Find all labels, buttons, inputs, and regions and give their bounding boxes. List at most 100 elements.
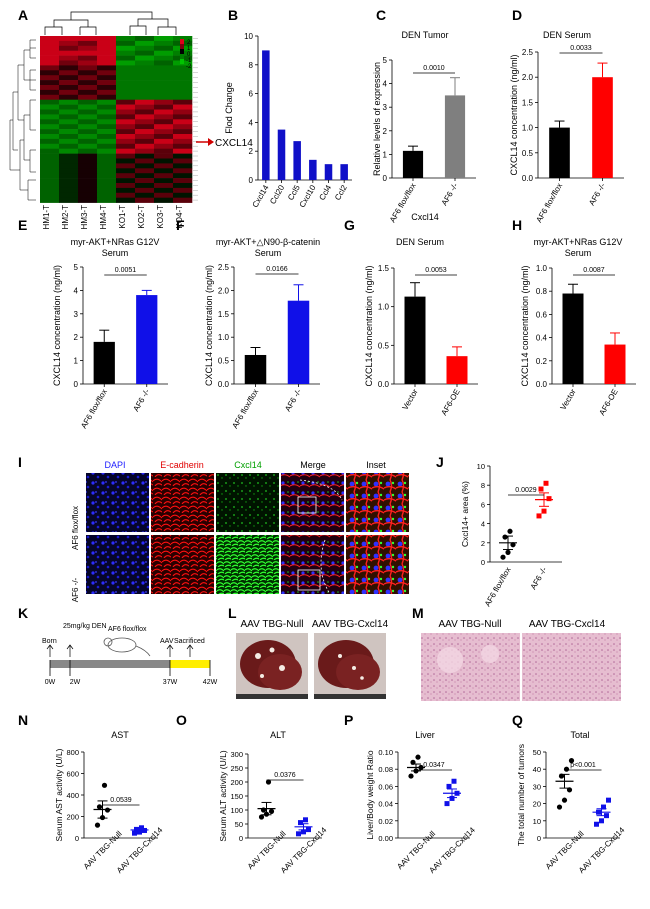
heatmap-cell bbox=[78, 75, 98, 81]
heatmap-cell bbox=[116, 85, 136, 91]
heatmap-cell bbox=[154, 148, 174, 154]
heatmap-cell bbox=[173, 158, 193, 164]
heatmap-cell bbox=[116, 134, 136, 140]
data-point bbox=[606, 797, 611, 803]
y-tick-label: 0.6 bbox=[536, 310, 548, 319]
data-point bbox=[507, 528, 513, 534]
heatmap-cell bbox=[116, 75, 136, 81]
heatmap-cell bbox=[173, 124, 193, 130]
heatmap-cell bbox=[97, 109, 117, 115]
heatmap-cell bbox=[59, 60, 79, 66]
heatmap-cell bbox=[154, 89, 174, 96]
heatmap-cell bbox=[78, 99, 98, 105]
heatmap-cell bbox=[116, 163, 136, 169]
y-tick-label: 0 bbox=[383, 174, 388, 183]
data-point bbox=[265, 779, 272, 785]
data-point bbox=[599, 818, 604, 824]
y-axis-label: Relative levels of expression bbox=[372, 62, 382, 176]
heatmap-cell bbox=[59, 143, 79, 149]
heatmap-cell bbox=[78, 178, 98, 184]
bar-ccl20 bbox=[277, 129, 286, 180]
heatmap-cell bbox=[78, 143, 98, 149]
y-axis-label: CXCL14 concentration (ng/ml) bbox=[204, 265, 214, 386]
heatmap-cell bbox=[173, 187, 193, 194]
y-axis-label: Flod Change bbox=[224, 82, 234, 134]
heatmap-cell bbox=[135, 104, 155, 110]
y-axis-label: Liver/Body weight Ratio bbox=[365, 750, 375, 840]
heatmap-cell bbox=[135, 60, 155, 66]
heatmap-cell bbox=[154, 60, 174, 66]
heatmap-cell bbox=[173, 173, 193, 179]
heatmap-cell bbox=[154, 99, 174, 105]
heatmap-cell bbox=[116, 192, 136, 198]
heatmap-cell bbox=[40, 138, 60, 145]
bar-vector bbox=[404, 296, 426, 384]
heatmap-cell bbox=[59, 163, 79, 169]
heatmap-cell bbox=[135, 183, 155, 189]
panel-a: A 2 1 0 -1 -2 HM1-T HM2-T HM3-T HM4-T KO… bbox=[9, 7, 253, 230]
heatmap-cell bbox=[116, 119, 136, 125]
if-column-label-merge: Merge bbox=[300, 460, 326, 470]
if-column-label-dapi: DAPI bbox=[104, 460, 125, 470]
heatmap-cell bbox=[97, 158, 117, 164]
heatmap-cell bbox=[78, 45, 98, 51]
bar-af6- bbox=[592, 77, 613, 178]
heatmap-cell bbox=[116, 114, 136, 120]
heatmap-cell bbox=[97, 36, 117, 42]
heatmap-column-labels: HM1-T HM2-T HM3-T HM4-T KO1-T KO2-T KO3-… bbox=[42, 205, 184, 230]
heatmap-cell bbox=[78, 197, 98, 203]
heatmap-cell bbox=[154, 85, 174, 91]
heatmap-cell bbox=[78, 50, 98, 56]
heatmap-cell bbox=[78, 119, 98, 125]
y-axis-label: Serum AST activity (U/L) bbox=[54, 748, 64, 841]
if-image-cxcl14-flox bbox=[216, 473, 279, 532]
heatmap-cell bbox=[173, 65, 193, 71]
heatmap-cell bbox=[40, 104, 60, 110]
heatmap-cell bbox=[135, 138, 155, 145]
heatmap-cell bbox=[59, 153, 79, 159]
panel-letter-q: Q bbox=[512, 712, 523, 728]
y-tick-label: 8 bbox=[481, 481, 485, 490]
y-tick-label: 2.5 bbox=[218, 263, 230, 272]
heatmap-cell bbox=[154, 50, 174, 56]
heatmap-cell bbox=[40, 119, 60, 125]
heatmap-cell bbox=[59, 65, 79, 71]
heatmap-cell bbox=[59, 94, 79, 100]
if-column-label-inset: Inset bbox=[366, 460, 386, 470]
heatmap-cell bbox=[154, 104, 174, 110]
heatmap-cell bbox=[59, 36, 79, 42]
y-tick-label: 30 bbox=[533, 782, 541, 791]
heatmap-cell bbox=[40, 168, 60, 174]
y-tick-label: 1 bbox=[383, 150, 388, 159]
bar-af6-flox-flox bbox=[402, 150, 424, 178]
chart-title: myr-AKT+NRas G12V bbox=[534, 237, 623, 247]
heatmap-cell bbox=[154, 119, 174, 125]
heatmap-cell bbox=[40, 173, 60, 179]
y-tick-label: 100 bbox=[230, 806, 243, 815]
heatmap-cell bbox=[97, 119, 117, 125]
heatmap-cell bbox=[59, 178, 79, 184]
heatmap-cell bbox=[78, 89, 98, 96]
x-tick-label: AF6 -/- bbox=[283, 387, 303, 413]
data-point bbox=[132, 830, 137, 836]
heatmap-cell bbox=[97, 99, 117, 105]
heatmap-cell bbox=[59, 134, 79, 140]
timeline-time: 0W bbox=[45, 679, 56, 686]
x-tick-label: AF6 -/- bbox=[587, 181, 607, 207]
panel-k: K AF6 flox/flox Born 25mg/kg DEN AAV Sac… bbox=[18, 605, 218, 686]
y-tick-label: 0.02 bbox=[378, 817, 393, 826]
heatmap-cell bbox=[78, 60, 98, 66]
heatmap-cell bbox=[116, 183, 136, 189]
panel-letter-e: E bbox=[18, 217, 27, 233]
data-point bbox=[502, 534, 508, 540]
heatmap-cell bbox=[116, 55, 136, 61]
heatmap-cell bbox=[116, 148, 136, 154]
heatmap-cell bbox=[59, 85, 79, 91]
heatmap-cell bbox=[40, 143, 60, 149]
heatmap-cell bbox=[59, 173, 79, 179]
heatmap-cell bbox=[135, 40, 155, 47]
heatmap-cell bbox=[173, 80, 193, 86]
y-tick-label: 200 bbox=[66, 813, 79, 822]
panel-letter-g: G bbox=[344, 217, 355, 233]
